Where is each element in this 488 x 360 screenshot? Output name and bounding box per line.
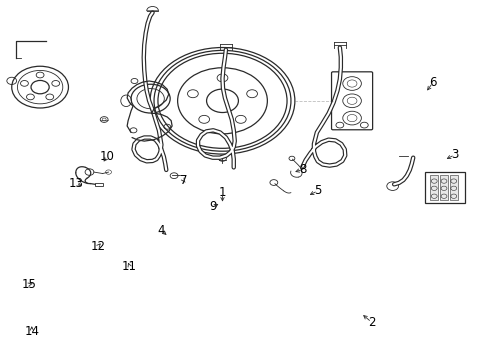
Text: 15: 15 [22,278,37,291]
Bar [449,175,457,200]
Text: 6: 6 [428,76,436,89]
Text: 7: 7 [179,174,187,186]
Text: 5: 5 [313,184,321,197]
Text: 2: 2 [367,316,375,329]
Text: 1: 1 [218,186,226,199]
Bar [425,172,464,203]
Text: 11: 11 [122,260,137,273]
Text: 13: 13 [68,177,83,190]
Text: 8: 8 [299,163,306,176]
Text: 4: 4 [157,224,165,237]
Text: 3: 3 [450,148,458,161]
Text: 14: 14 [24,325,39,338]
Bar [439,175,447,200]
Bar [429,175,437,200]
Text: 9: 9 [208,201,216,213]
Bar [95,183,102,186]
Text: 10: 10 [100,150,115,163]
Text: 12: 12 [90,240,105,253]
